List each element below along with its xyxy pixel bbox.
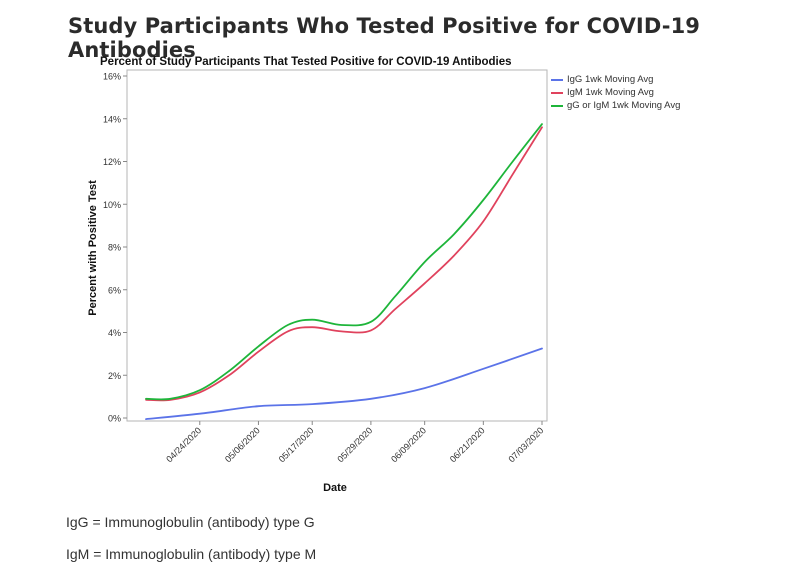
plot-frame — [126, 69, 548, 422]
page-title: Study Participants Who Tested Positive f… — [68, 14, 700, 62]
x-axis-label: Date — [323, 482, 347, 494]
x-tick-label: 06/09/2020 — [389, 425, 428, 464]
y-tick-label: 10% — [103, 200, 121, 210]
legend-item-igm: IgM 1wk Moving Avg — [551, 86, 680, 99]
y-axis-label: Percent with Positive Test — [87, 180, 99, 316]
chart-series — [145, 123, 543, 420]
legend-label-igm: IgM 1wk Moving Avg — [567, 87, 654, 98]
x-tick-label: 05/29/2020 — [335, 425, 374, 464]
chart-axes: 0% 2% 4% 6% 8% 10% 12% 14% 16% 04/24/2020 05/06/20… — [103, 69, 548, 464]
legend-swatch-igm — [551, 91, 563, 94]
legend-item-igg-or-igm: gG or IgM 1wk Moving Avg — [551, 99, 680, 112]
y-tick-label: 0% — [108, 414, 121, 424]
y-tick-label: 8% — [108, 243, 121, 253]
series-line-igg — [145, 347, 543, 420]
legend-swatch-igg — [551, 78, 563, 81]
legend-label-igg: IgG 1wk Moving Avg — [567, 74, 654, 85]
chart-title: Percent of Study Participants That Teste… — [100, 56, 512, 68]
legend-label-igg-or-igm: gG or IgM 1wk Moving Avg — [567, 100, 681, 111]
footnote-igm: IgM = Immunoglobulin (antibody) type M — [66, 546, 317, 562]
x-tick-label: 07/03/2020 — [506, 425, 545, 464]
legend-item-igg: IgG 1wk Moving Avg — [551, 73, 680, 86]
series-line-igg-or-igm — [145, 123, 543, 401]
y-tick-label: 14% — [103, 114, 121, 124]
y-tick-label: 12% — [103, 157, 121, 167]
y-tick-label: 4% — [108, 328, 121, 338]
legend-swatch-igg-or-igm — [551, 104, 563, 107]
chart-legend: IgG 1wk Moving Avg IgM 1wk Moving Avg gG… — [551, 73, 680, 112]
footnote-igg: IgG = Immunoglobulin (antibody) type G — [66, 514, 315, 530]
x-tick-label: 04/24/2020 — [164, 425, 203, 464]
x-tick-label: 06/21/2020 — [448, 425, 487, 464]
series-line-igm — [145, 126, 543, 402]
x-tick-label: 05/17/2020 — [277, 425, 316, 464]
x-tick-label: 05/06/2020 — [223, 425, 262, 464]
y-tick-label: 2% — [108, 371, 121, 381]
y-tick-label: 6% — [108, 285, 121, 295]
y-tick-label: 16% — [103, 72, 121, 82]
